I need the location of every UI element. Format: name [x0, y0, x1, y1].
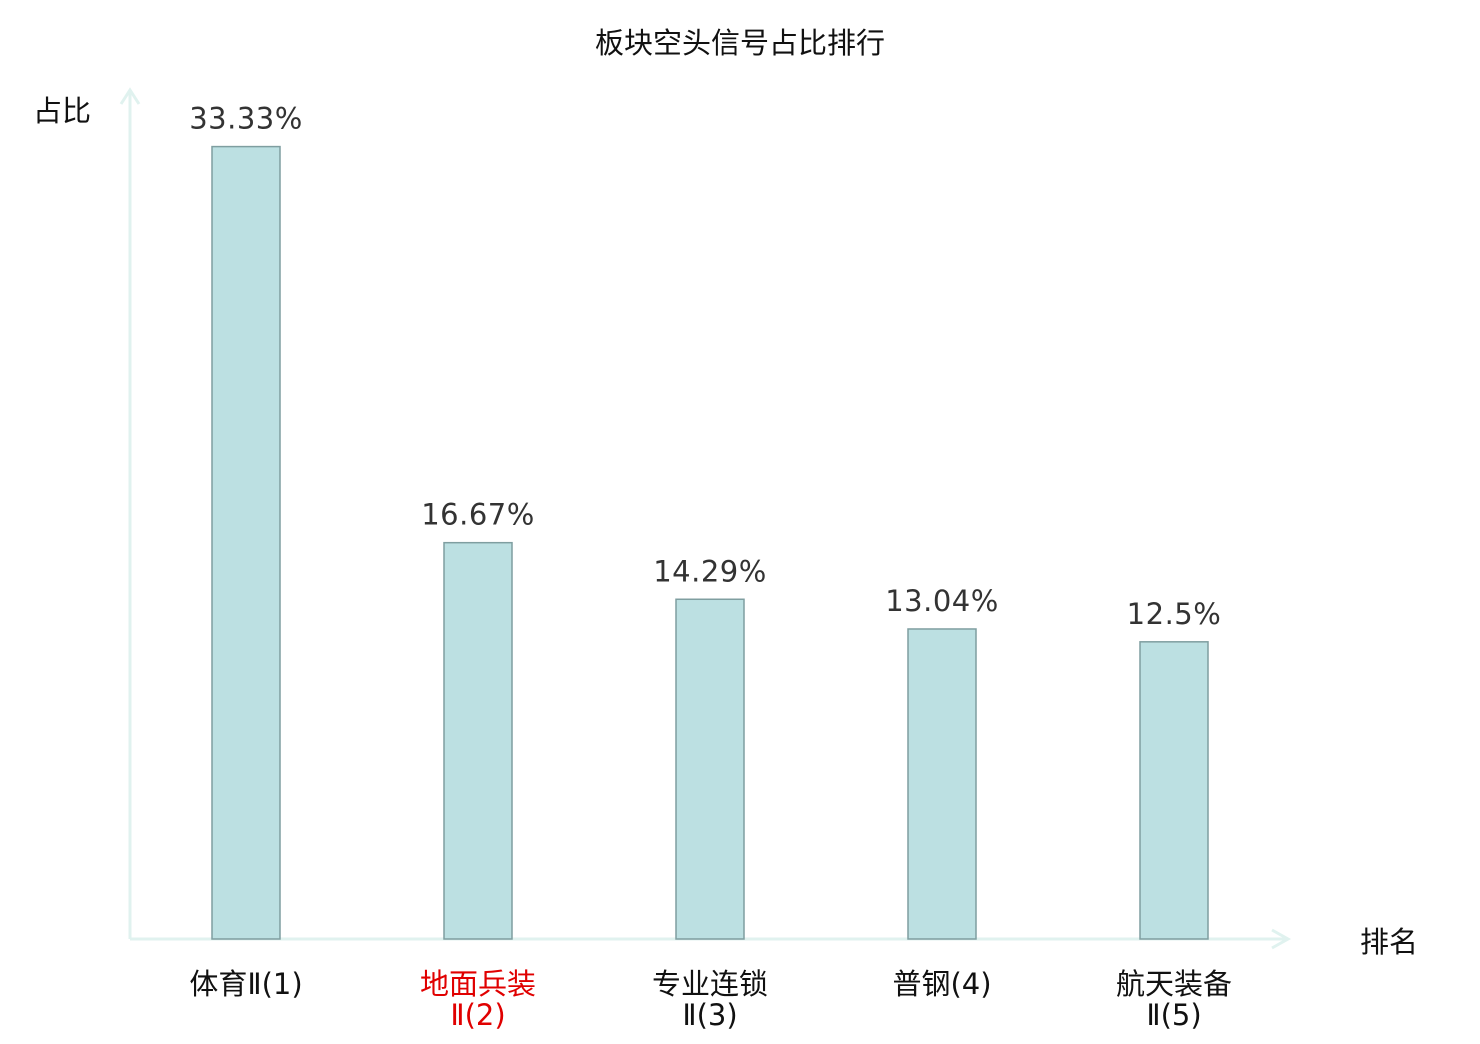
- category-label-2-line-2: Ⅱ(2): [450, 998, 505, 1032]
- value-label-5: 12.5%: [1127, 597, 1222, 631]
- category-label-5-line-1: 航天装备: [1116, 967, 1232, 1001]
- value-label-1: 33.33%: [189, 102, 303, 136]
- bar-5: [1139, 641, 1209, 940]
- value-label-4: 13.04%: [885, 584, 999, 618]
- y-axis-arrow-icon: [119, 87, 141, 105]
- category-label-5-line-2: Ⅱ(5): [1146, 998, 1201, 1032]
- y-axis-label: 占比: [33, 94, 91, 128]
- category-label-4: 普钢(4): [892, 967, 991, 1001]
- chart-title: 板块空头信号占比排行: [595, 26, 885, 60]
- category-label-1: 体育Ⅱ(1): [189, 967, 302, 1001]
- x-axis-label: 排名: [1360, 925, 1418, 959]
- category-label-3-line-2: Ⅱ(3): [682, 998, 737, 1032]
- category-label-2-line-1: 地面兵装: [420, 967, 536, 1001]
- bar-4: [907, 628, 977, 940]
- bars-group: [211, 145, 1209, 940]
- bar-3: [675, 598, 745, 940]
- value-label-3: 14.29%: [653, 554, 767, 588]
- x-axis-arrow-icon: [1271, 928, 1292, 950]
- category-label-3-line-1: 专业连锁: [652, 967, 768, 1001]
- bar-2: [443, 541, 513, 940]
- value-label-2: 16.67%: [421, 498, 535, 532]
- bar-1: [211, 145, 281, 940]
